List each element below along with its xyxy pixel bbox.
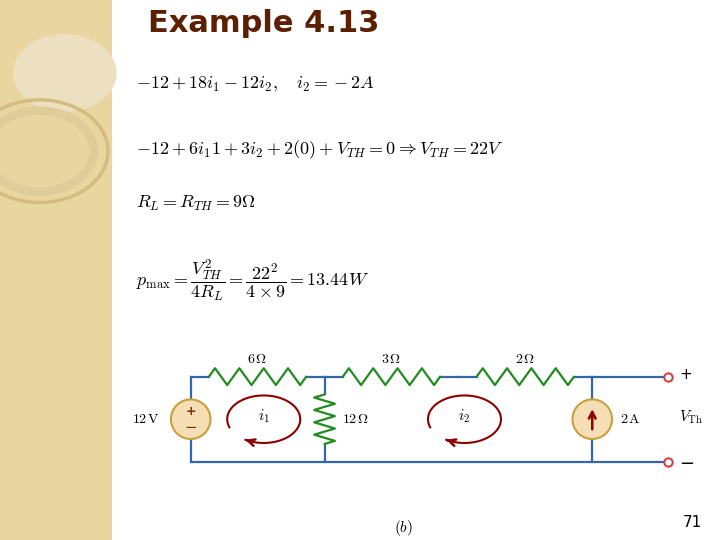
Text: 71: 71 bbox=[683, 515, 702, 530]
Text: +: + bbox=[679, 367, 692, 382]
Bar bbox=[112, 0, 720, 540]
Text: $(b)$: $(b)$ bbox=[394, 518, 413, 538]
Text: $12\,\mathrm{V}$: $12\,\mathrm{V}$ bbox=[132, 412, 161, 426]
Text: $i_2$: $i_2$ bbox=[459, 407, 470, 424]
Text: −: − bbox=[184, 420, 197, 435]
Text: $2\,\Omega$: $2\,\Omega$ bbox=[515, 352, 536, 366]
Ellipse shape bbox=[572, 400, 612, 439]
Text: $12\,\Omega$: $12\,\Omega$ bbox=[341, 412, 369, 426]
Text: Example 4.13: Example 4.13 bbox=[148, 9, 379, 38]
Text: −: − bbox=[679, 455, 694, 473]
Text: +: + bbox=[185, 406, 196, 419]
Circle shape bbox=[13, 34, 117, 112]
Text: $p_{\max}=\dfrac{V_{TH}^2}{4R_L}=\dfrac{22^2}{4\times 9}=13.44W$: $p_{\max}=\dfrac{V_{TH}^2}{4R_L}=\dfrac{… bbox=[136, 257, 369, 302]
Ellipse shape bbox=[171, 400, 210, 439]
Text: $-12+6i_11+3i_2+2(0)+V_{TH}=0\Rightarrow V_{TH}=22V$: $-12+6i_11+3i_2+2(0)+V_{TH}=0\Rightarrow… bbox=[136, 138, 503, 160]
Text: $V_{\mathrm{Th}}$: $V_{\mathrm{Th}}$ bbox=[679, 408, 703, 426]
Text: $2\,\mathrm{A}$: $2\,\mathrm{A}$ bbox=[620, 412, 641, 426]
Bar bbox=[0, 0, 112, 540]
Text: $-12+18i_1-12i_2,\quad i_2=-2A$: $-12+18i_1-12i_2,\quad i_2=-2A$ bbox=[136, 75, 374, 94]
Text: $R_L=R_{TH}=9\Omega$: $R_L=R_{TH}=9\Omega$ bbox=[136, 194, 256, 213]
Text: $i_1$: $i_1$ bbox=[258, 407, 269, 424]
Text: $3\,\Omega$: $3\,\Omega$ bbox=[382, 352, 402, 366]
Text: $6\,\Omega$: $6\,\Omega$ bbox=[248, 352, 268, 366]
